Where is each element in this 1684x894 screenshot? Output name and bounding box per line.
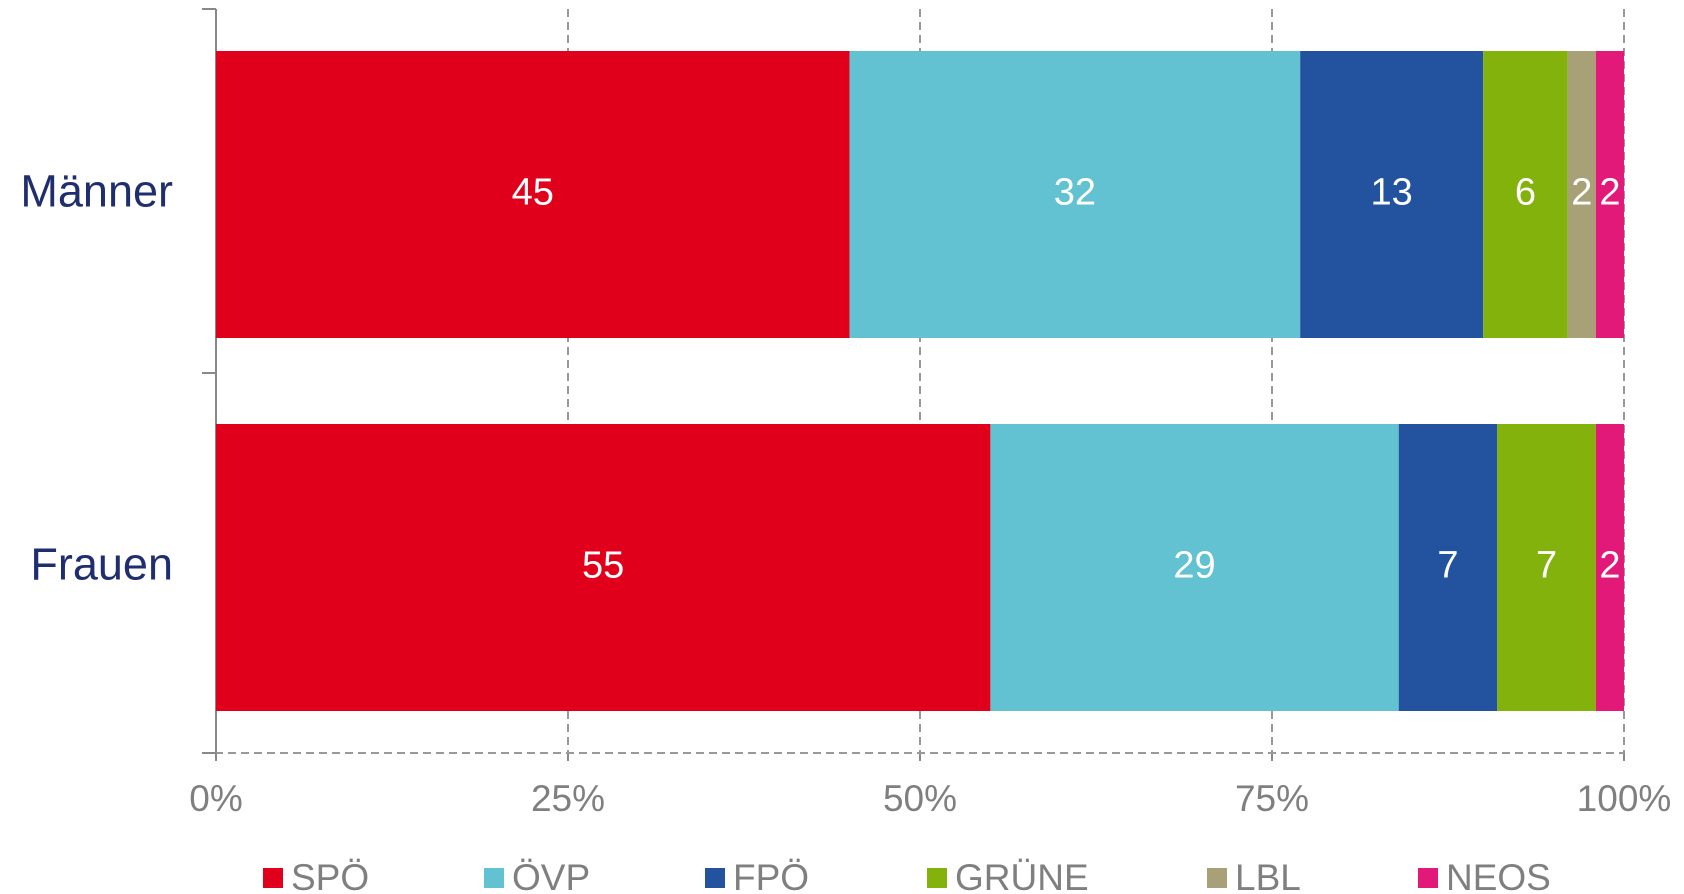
data-label: 29: [1173, 545, 1215, 587]
legend-label: LBL: [1235, 857, 1301, 894]
legend-label: FPÖ: [733, 857, 809, 894]
y-tick-label: Frauen: [30, 538, 173, 589]
legend-label: GRÜNE: [955, 857, 1089, 894]
legend-swatch: [1207, 868, 1227, 888]
legend-swatch: [484, 868, 504, 888]
data-label: 32: [1054, 172, 1096, 214]
legend-swatch: [1418, 868, 1438, 888]
data-label: 7: [1536, 545, 1557, 587]
bar-segment: [1398, 424, 1498, 711]
data-label: 2: [1599, 172, 1620, 214]
bar-segment: [1300, 51, 1484, 338]
data-label: 2: [1571, 172, 1592, 214]
bar-segment: [849, 51, 1301, 338]
bar-segment: [216, 51, 850, 338]
data-label: 6: [1515, 172, 1536, 214]
legend-label: NEOS: [1446, 857, 1551, 894]
x-tick-label: 50%: [883, 778, 957, 819]
x-tick-label: 75%: [1235, 778, 1309, 819]
data-label: 45: [512, 172, 554, 214]
y-tick-label: Männer: [20, 165, 173, 216]
legend-swatch: [705, 868, 725, 888]
legend-swatch: [263, 868, 283, 888]
bar-segment: [216, 424, 991, 711]
data-label: 2: [1599, 545, 1620, 587]
x-tick-label: 100%: [1577, 778, 1672, 819]
legend-swatch: [927, 868, 947, 888]
data-label: 13: [1371, 172, 1413, 214]
bar-segment: [990, 424, 1399, 711]
bar-segment: [1595, 424, 1624, 711]
x-tick-label: 25%: [531, 778, 605, 819]
data-label: 55: [582, 545, 624, 587]
x-tick-label: 0%: [189, 778, 242, 819]
bar-segment: [1595, 51, 1624, 338]
legend-label: ÖVP: [512, 857, 590, 894]
bar-segment: [1497, 424, 1596, 711]
bar-segment: [1483, 51, 1568, 338]
bar-segment: [1567, 51, 1596, 338]
data-label: 7: [1437, 545, 1458, 587]
legend-label: SPÖ: [291, 857, 369, 894]
